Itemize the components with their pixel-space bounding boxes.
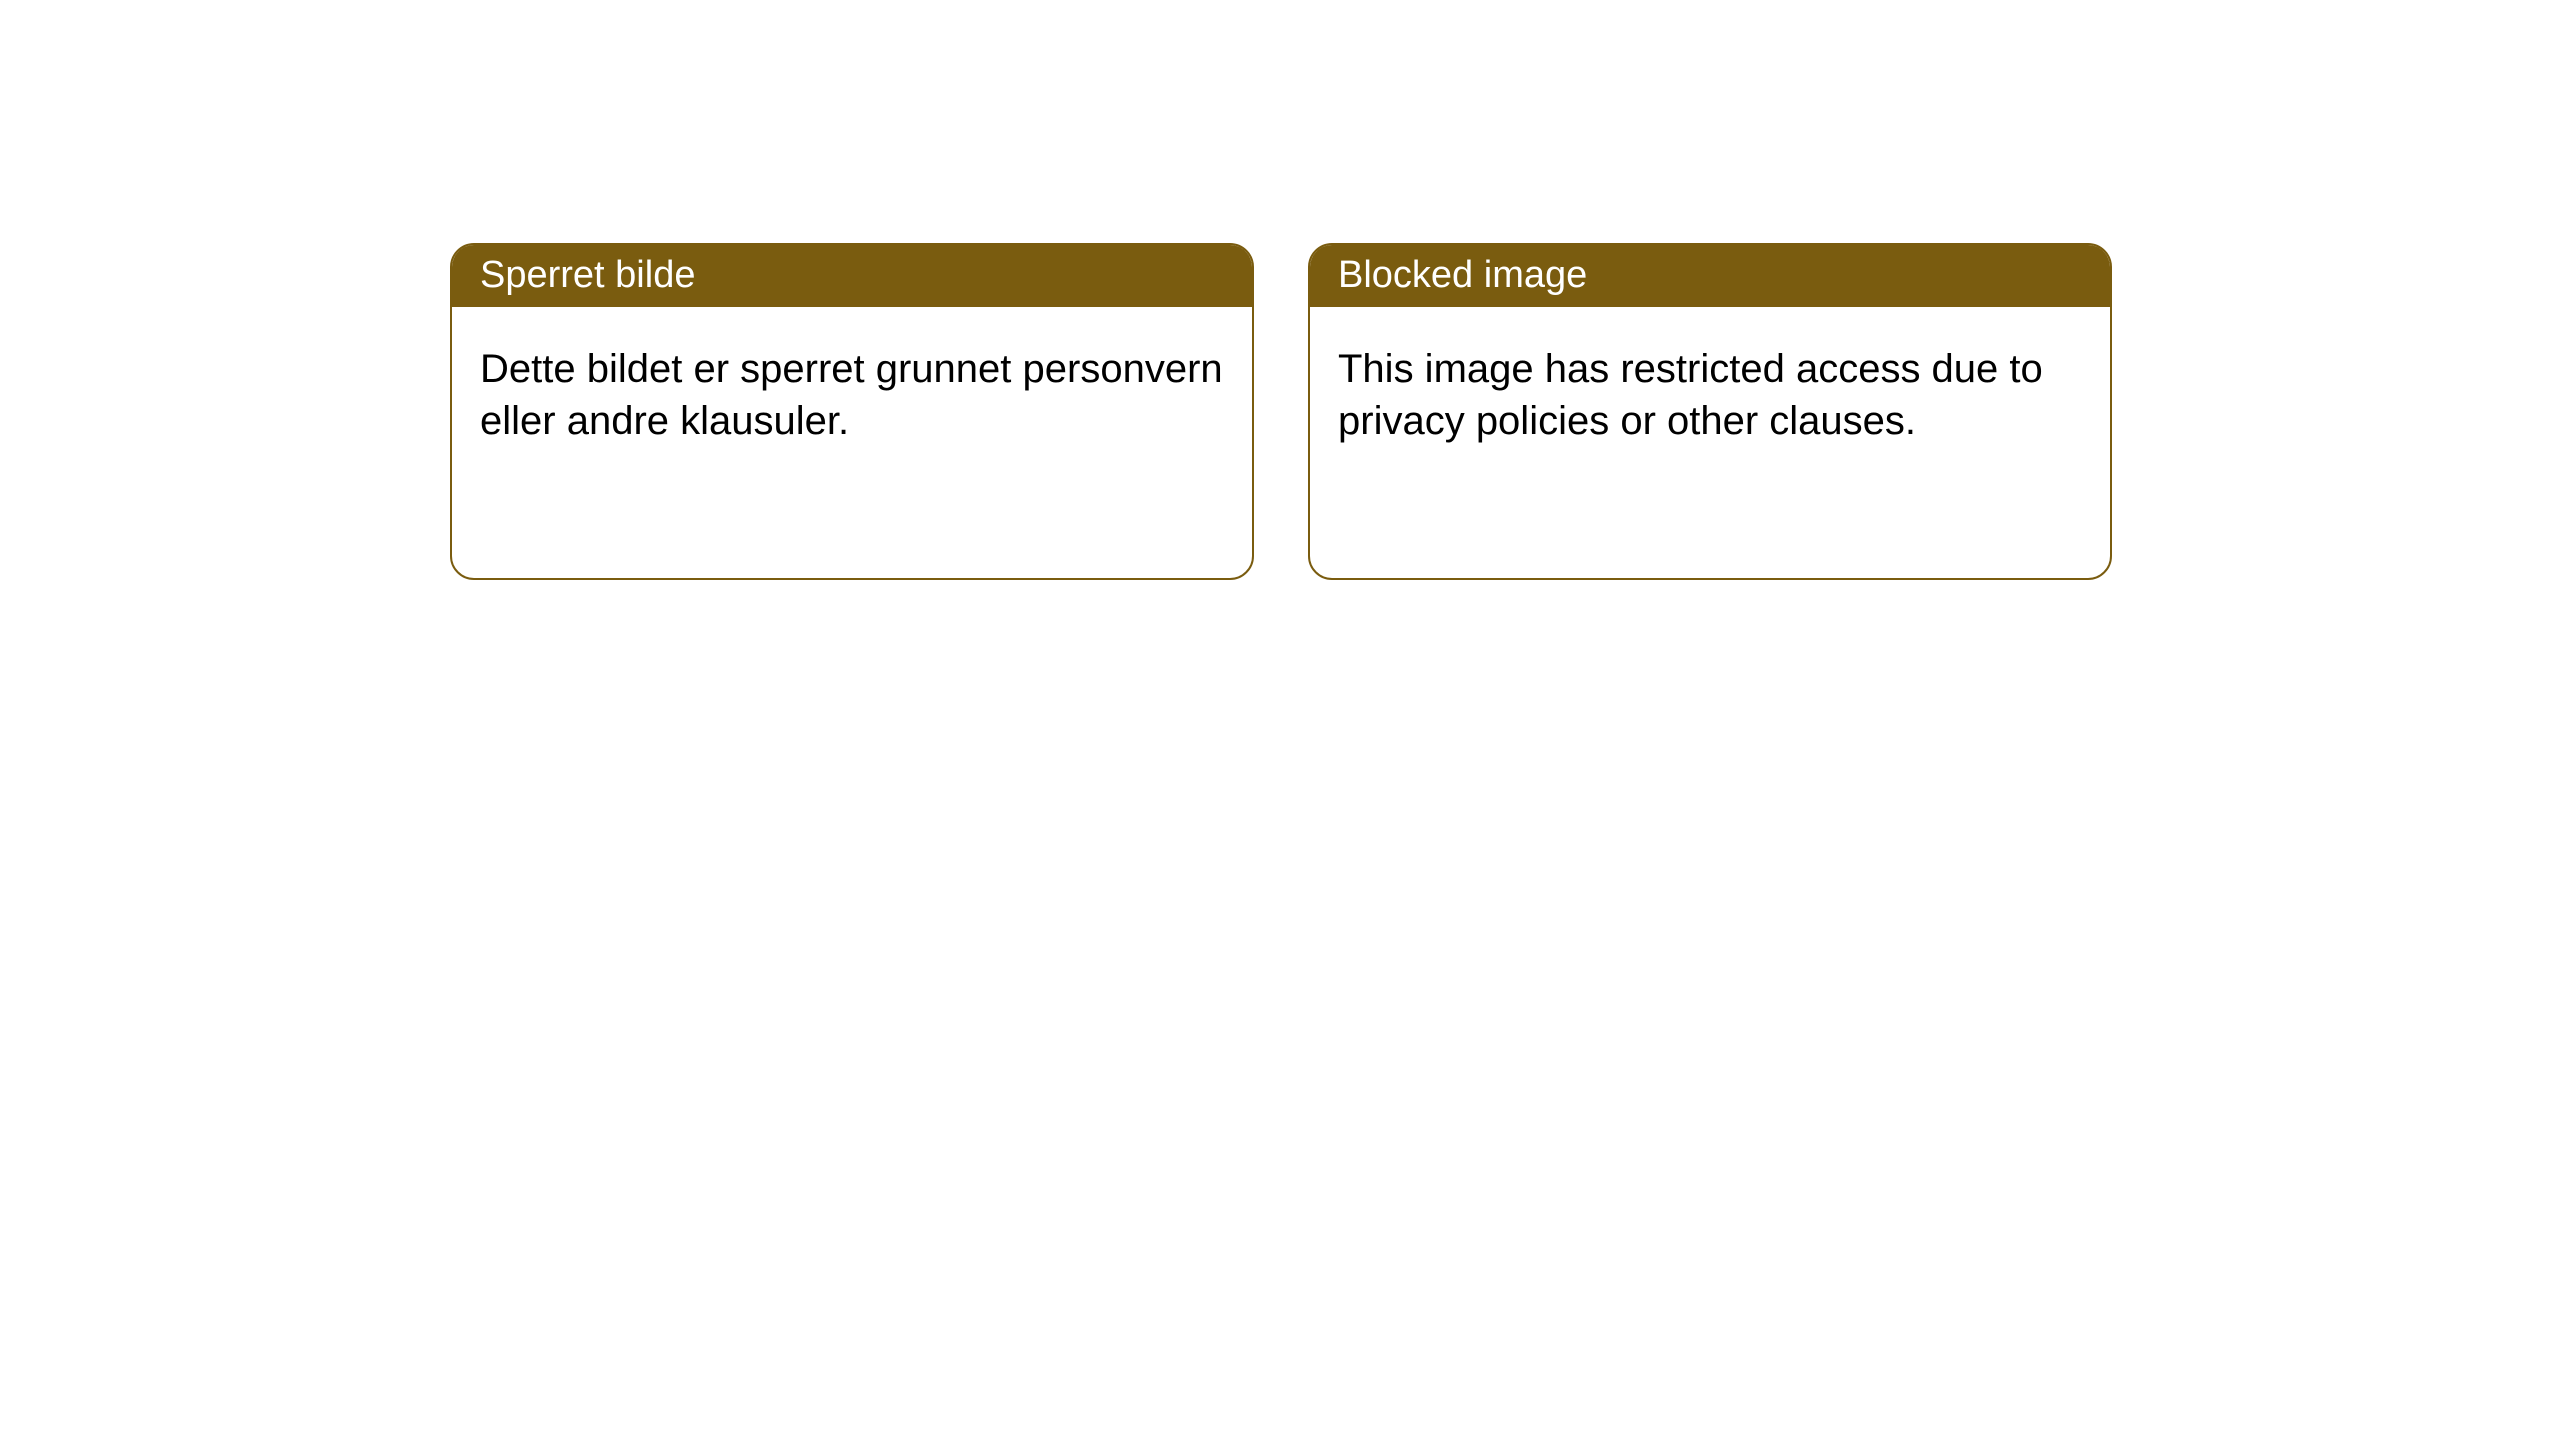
notice-body: Dette bildet er sperret grunnet personve… [452, 307, 1252, 475]
notice-body: This image has restricted access due to … [1310, 307, 2110, 475]
notice-card-norwegian: Sperret bilde Dette bildet er sperret gr… [450, 243, 1254, 580]
notice-card-english: Blocked image This image has restricted … [1308, 243, 2112, 580]
notice-title: Sperret bilde [480, 254, 695, 296]
notice-header: Blocked image [1310, 245, 2110, 307]
notice-container: Sperret bilde Dette bildet er sperret gr… [450, 243, 2112, 580]
notice-text: Dette bildet er sperret grunnet personve… [480, 347, 1223, 443]
notice-header: Sperret bilde [452, 245, 1252, 307]
notice-text: This image has restricted access due to … [1338, 347, 2043, 443]
notice-title: Blocked image [1338, 254, 1587, 296]
